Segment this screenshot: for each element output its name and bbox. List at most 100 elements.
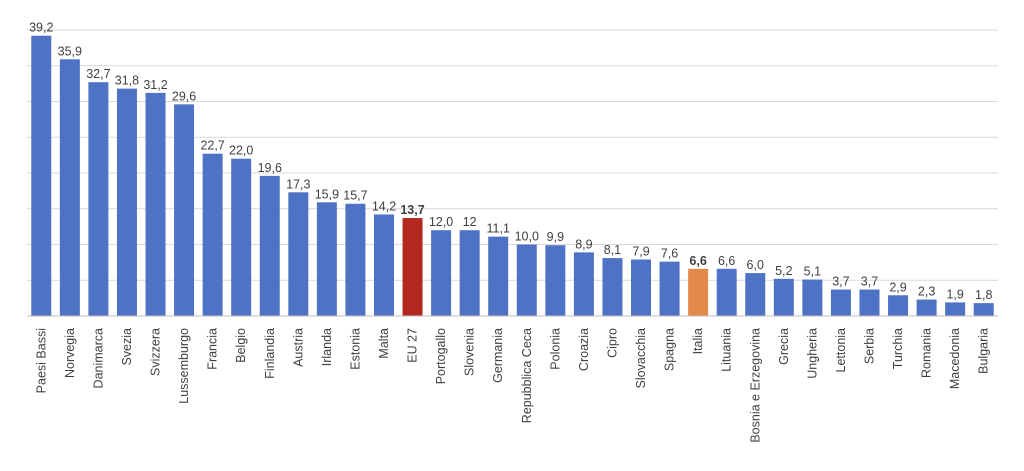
bar-estonia <box>345 203 366 316</box>
bar-norvegia <box>59 59 80 316</box>
category-label-lettonia: Lettonia <box>834 328 848 373</box>
category-label-ungheria: Ungheria <box>805 328 819 379</box>
category-label-svizzera: Svizzera <box>149 328 163 376</box>
bar-germania <box>488 236 509 316</box>
value-label-cipro: 8,1 <box>604 243 621 257</box>
bar-lituania <box>716 268 737 316</box>
value-label-italia: 6,6 <box>689 254 706 268</box>
bar-eu-27 <box>402 218 423 316</box>
bar-macedonia <box>945 302 966 316</box>
category-label-malta: Malta <box>377 328 391 359</box>
category-label-danimarca: Danimarca <box>91 328 105 388</box>
category-label-macedonia: Macedonia <box>948 328 962 389</box>
value-labels: 39,2 35,9 32,7 31,8 31,2 29,6 22,7 22,0 19,6 17,3… <box>29 21 992 302</box>
bar-belgio <box>231 158 252 316</box>
category-label-germania: Germania <box>491 328 505 383</box>
category-label-lussemburgo: Lussemburgo <box>177 328 191 404</box>
value-label-svizzera: 31,2 <box>143 78 167 92</box>
value-label-romania: 2,3 <box>918 285 935 299</box>
category-label-serbia: Serbia <box>862 328 876 364</box>
bar-turchia <box>888 295 909 316</box>
bar-spagna <box>659 261 680 316</box>
category-label-cipro: Cipro <box>605 328 619 358</box>
value-label-irlanda: 15,9 <box>315 187 339 201</box>
bar-svezia <box>116 88 137 316</box>
category-label-grecia: Grecia <box>777 328 791 365</box>
value-label-estonia: 15,7 <box>343 189 367 203</box>
bar-austria <box>288 192 309 316</box>
category-label-norvegia: Norvegia <box>63 328 77 378</box>
bar-francia <box>202 153 223 316</box>
bar-croazia <box>573 252 594 316</box>
category-labels: Paesi Bassi Norvegia Danimarca Svezia Svizze… <box>34 328 990 443</box>
category-label-eu-27: EU 27 <box>406 328 420 363</box>
value-label-bulgaria: 1,8 <box>975 288 992 302</box>
category-label-croazia: Croazia <box>577 328 591 371</box>
bar-paesi-bassi <box>31 35 52 316</box>
value-label-slovacchia: 7,9 <box>632 245 649 259</box>
value-label-repubblica-ceca: 10,0 <box>515 230 539 244</box>
category-label-estonia: Estonia <box>348 328 362 370</box>
bar-lussemburgo <box>174 104 195 316</box>
value-label-svezia: 31,8 <box>115 74 139 88</box>
bars <box>31 35 994 316</box>
category-label-lituania: Lituania <box>720 328 734 372</box>
category-label-slovenia: Slovenia <box>463 328 477 376</box>
category-label-slovacchia: Slovacchia <box>634 328 648 388</box>
category-label-romania: Romania <box>920 328 934 378</box>
category-label-finlandia: Finlandia <box>263 328 277 379</box>
value-label-portogallo: 12,0 <box>429 215 453 229</box>
value-label-croazia: 8,9 <box>575 237 592 251</box>
bar-bulgaria <box>973 303 994 316</box>
bar-repubblica-ceca <box>516 244 537 316</box>
value-label-finlandia: 19,6 <box>258 161 282 175</box>
value-label-francia: 22,7 <box>200 139 224 153</box>
bar-svizzera <box>145 92 166 316</box>
value-label-austria: 17,3 <box>286 177 310 191</box>
value-label-danimarca: 32,7 <box>86 67 110 81</box>
category-label-bosnia-e-erzegovina: Bosnia e Erzegovina <box>748 328 762 443</box>
bar-portogallo <box>431 230 452 316</box>
value-label-lituania: 6,6 <box>718 254 735 268</box>
category-label-austria: Austria <box>291 328 305 367</box>
value-label-polonia: 9,9 <box>547 230 564 244</box>
category-label-svezia: Svezia <box>120 328 134 366</box>
bar-ungheria <box>802 279 823 316</box>
value-label-lussemburgo: 29,6 <box>172 89 196 103</box>
bar-polonia <box>545 245 566 316</box>
value-label-lettonia: 3,7 <box>832 275 849 289</box>
value-label-spagna: 7,6 <box>661 247 678 261</box>
bar-lettonia <box>830 289 851 316</box>
bar-slovacchia <box>631 259 652 316</box>
bar-malta <box>373 214 394 316</box>
value-label-belgio: 22,0 <box>229 144 253 158</box>
category-label-repubblica-ceca: Repubblica Ceca <box>520 328 534 423</box>
bar-danimarca <box>88 82 109 316</box>
value-label-paesi-bassi: 39,2 <box>29 21 53 35</box>
gridlines <box>27 29 998 281</box>
value-label-serbia: 3,7 <box>861 275 878 289</box>
value-label-grecia: 5,2 <box>775 264 792 278</box>
bar-italia <box>688 268 709 316</box>
value-label-turchia: 2,9 <box>889 280 906 294</box>
bar-slovenia <box>459 230 480 316</box>
bar-bosnia-e-erzegovina <box>745 273 766 316</box>
bar-serbia <box>859 289 880 316</box>
category-label-spagna: Spagna <box>663 328 677 371</box>
category-label-paesi-bassi: Paesi Bassi <box>34 328 48 393</box>
category-label-irlanda: Irlanda <box>320 328 334 366</box>
value-label-slovenia: 12 <box>463 215 477 229</box>
category-label-turchia: Turchia <box>891 328 905 369</box>
value-label-norvegia: 35,9 <box>58 44 82 58</box>
value-label-malta: 14,2 <box>372 199 396 213</box>
bar-grecia <box>773 278 794 316</box>
value-label-eu-27: 13,7 <box>400 203 424 217</box>
bar-irlanda <box>316 202 337 316</box>
value-label-ungheria: 5,1 <box>804 265 821 279</box>
bar-finlandia <box>259 175 280 316</box>
category-label-belgio: Belgio <box>234 328 248 363</box>
category-label-francia: Francia <box>206 328 220 370</box>
value-label-bosnia-e-erzegovina: 6,0 <box>747 258 764 272</box>
value-label-macedonia: 1,9 <box>946 287 963 301</box>
